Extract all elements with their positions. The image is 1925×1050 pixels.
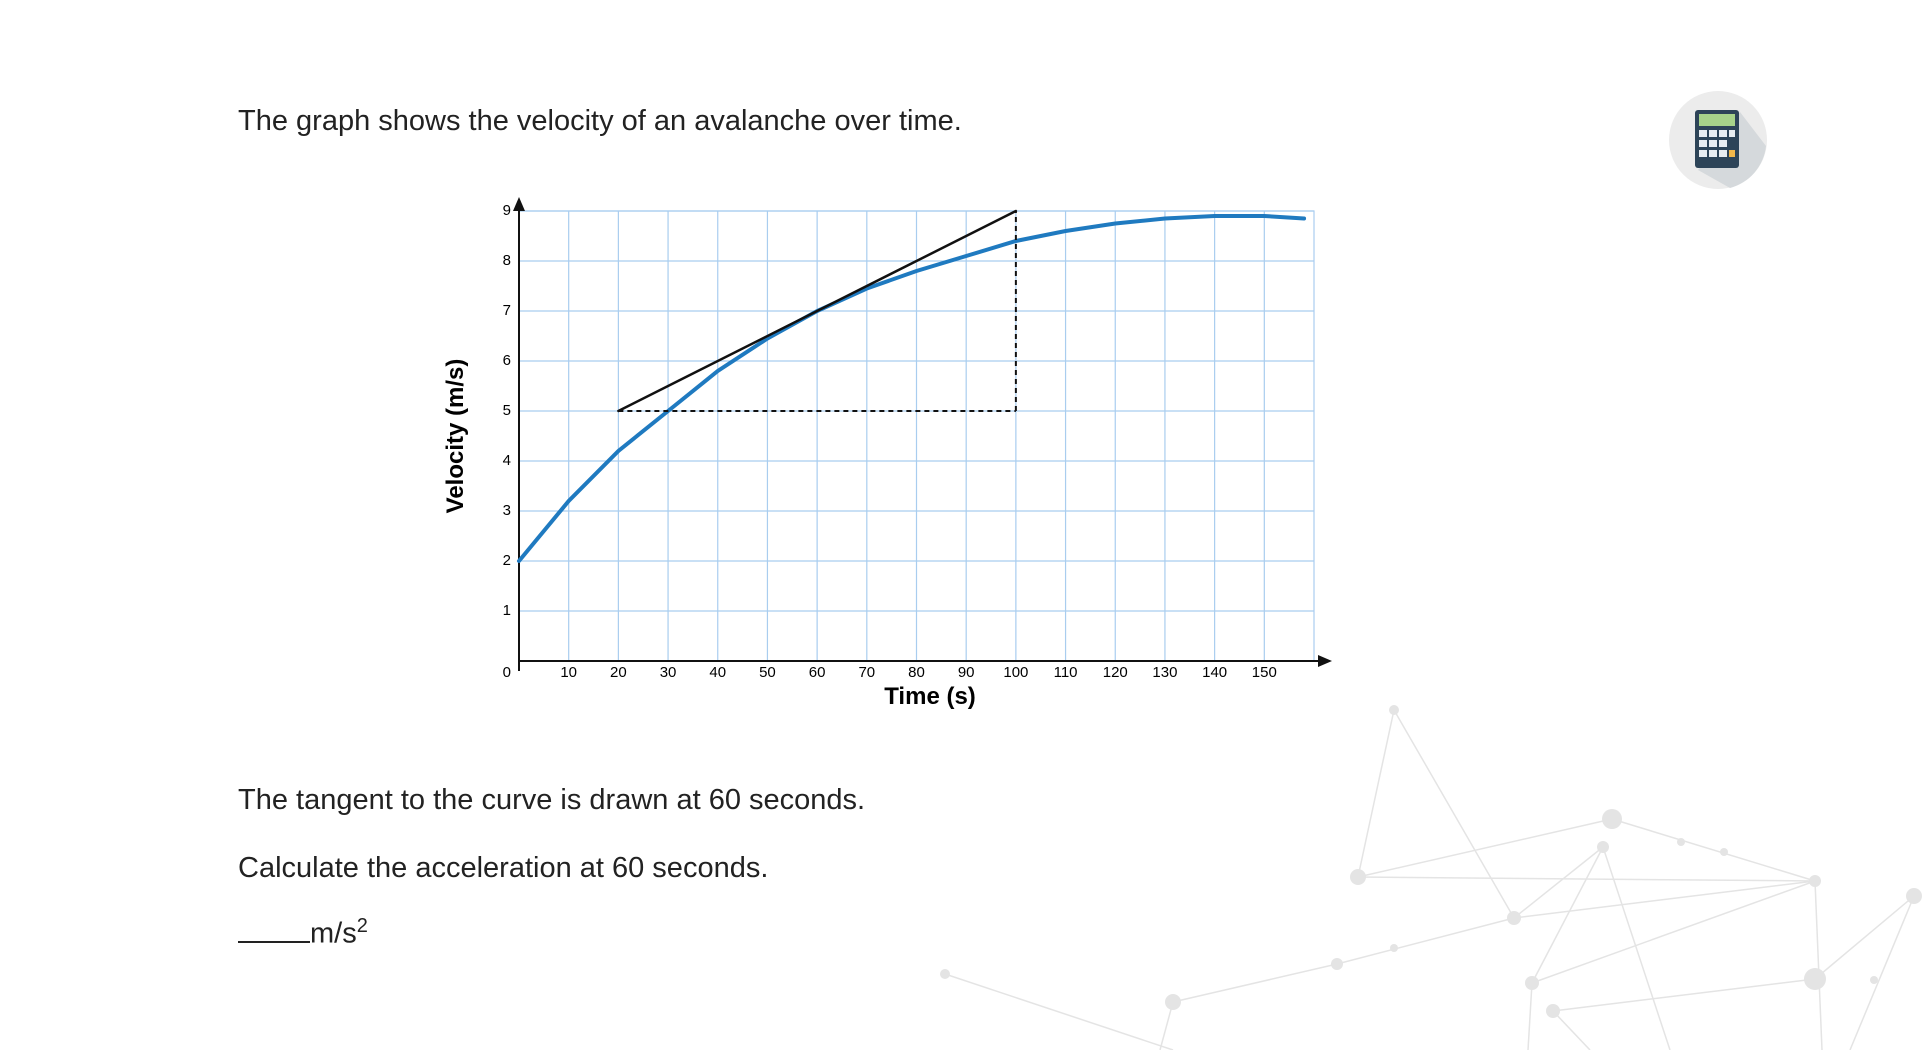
calculator-button[interactable] <box>1668 90 1768 190</box>
answer-blank[interactable] <box>238 940 310 943</box>
answer-line: m/s2 <box>238 915 368 951</box>
intro-text: The graph shows the velocity of an avala… <box>238 105 962 137</box>
tangent-note: The tangent to the curve is drawn at 60 … <box>238 784 866 816</box>
answer-unit-power: 2 <box>356 915 368 937</box>
answer-unit: m/s <box>310 917 357 950</box>
prompt-text: Calculate the acceleration at 60 seconds… <box>238 852 769 884</box>
